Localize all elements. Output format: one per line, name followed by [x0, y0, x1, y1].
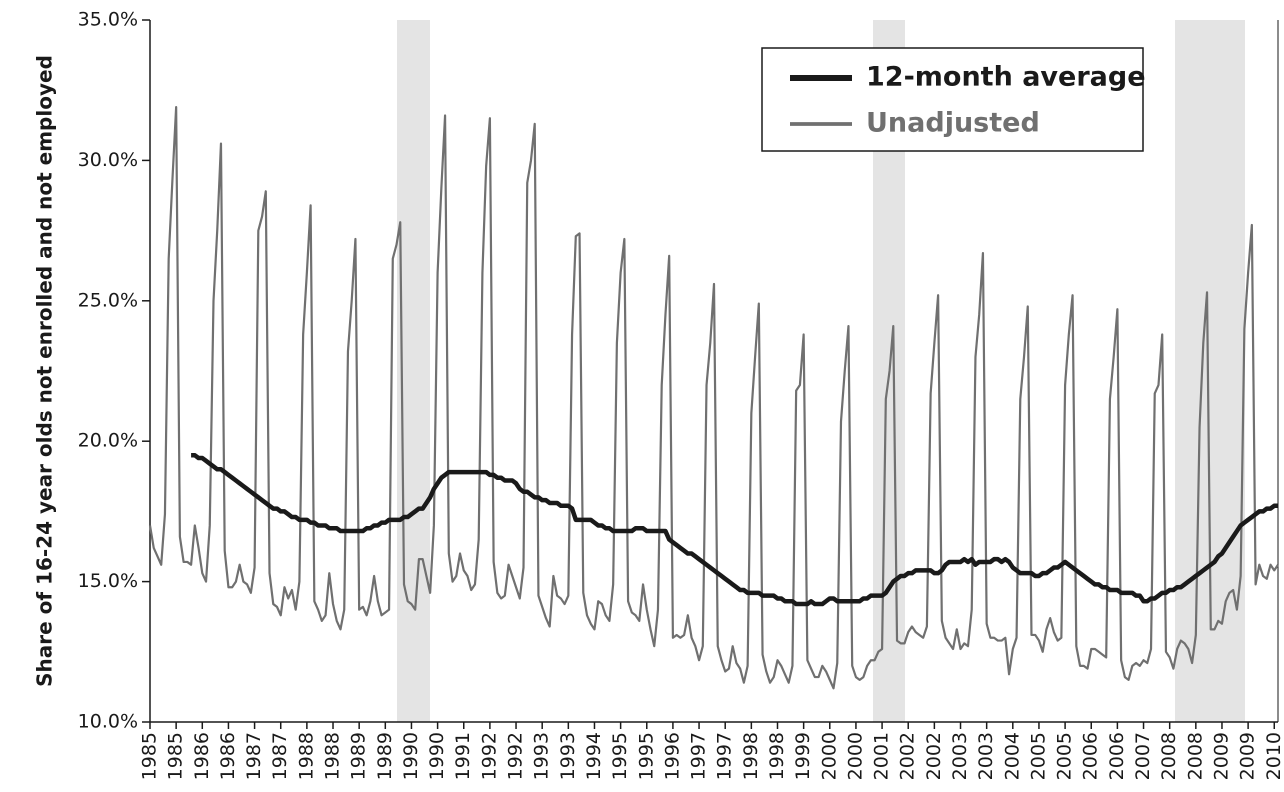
x-tick-label: 2001: [871, 732, 893, 780]
x-tick-label: 1994: [583, 732, 605, 780]
x-tick-label: 2009: [1237, 732, 1259, 780]
x-tick-label: 2010: [1263, 732, 1284, 780]
y-tick-label: 30.0%: [78, 149, 138, 171]
x-tick-label: 1998: [740, 732, 762, 780]
x-tick-label: 2000: [818, 732, 840, 780]
x-tick-label: 2003: [975, 732, 997, 780]
legend-label: Unadjusted: [866, 108, 1040, 139]
x-tick-label: 2006: [1080, 732, 1102, 780]
x-tick-label: 1987: [269, 732, 291, 780]
x-tick-label: 1989: [374, 732, 396, 780]
y-axis-label: Share of 16-24 year olds not enrolled an…: [33, 55, 57, 687]
x-tick-label: 1999: [792, 732, 814, 780]
x-tick-label: 1997: [688, 732, 710, 780]
x-tick-label: 2002: [897, 732, 919, 780]
series-line: [148, 105, 1279, 690]
x-tick-label: 2005: [1054, 732, 1076, 780]
x-tick-label: 2008: [1158, 732, 1180, 780]
x-tick-label: 1996: [661, 732, 683, 780]
x-tick-label: 1995: [609, 732, 631, 780]
x-tick-label: 1988: [295, 732, 317, 780]
x-tick-label: 2006: [1106, 732, 1128, 780]
x-tick-label: 1989: [348, 732, 370, 780]
x-tick-label: 2009: [1210, 732, 1232, 780]
x-tick-label: 1991: [452, 732, 474, 780]
x-tick-label: 2005: [1027, 732, 1049, 780]
x-tick-label: 2004: [1001, 732, 1023, 780]
y-tick-label: 15.0%: [78, 570, 138, 592]
x-tick-label: 1986: [191, 732, 213, 780]
x-tick-label: 2007: [1132, 732, 1154, 780]
x-tick-label: 1990: [400, 732, 422, 780]
legend-label: 12-month average: [866, 62, 1146, 93]
series-line: [191, 452, 1278, 607]
y-tick-label: 10.0%: [78, 711, 138, 733]
legend-box: [761, 47, 1144, 152]
y-tick-label: 25.0%: [78, 289, 138, 311]
x-tick-label: 1993: [531, 732, 553, 780]
x-tick-label: 2008: [1184, 732, 1206, 780]
x-tick-label: 1990: [426, 732, 448, 780]
y-tick-label: 20.0%: [78, 430, 138, 452]
x-tick-label: 1995: [635, 732, 657, 780]
y-tick-label: 35.0%: [78, 9, 138, 31]
x-tick-label: 1992: [478, 732, 500, 780]
x-tick-label: 1985: [165, 732, 187, 780]
x-tick-label: 1993: [557, 732, 579, 780]
x-tick-label: 1998: [766, 732, 788, 780]
x-tick-label: 1992: [505, 732, 527, 780]
x-tick-label: 2002: [923, 732, 945, 780]
x-tick-label: 1986: [217, 732, 239, 780]
x-tick-label: 1985: [139, 732, 161, 780]
x-tick-label: 2003: [949, 732, 971, 780]
x-tick-label: 1987: [243, 732, 265, 780]
x-tick-label: 2000: [844, 732, 866, 780]
x-tick-label: 1988: [322, 732, 344, 780]
x-tick-label: 1997: [714, 732, 736, 780]
